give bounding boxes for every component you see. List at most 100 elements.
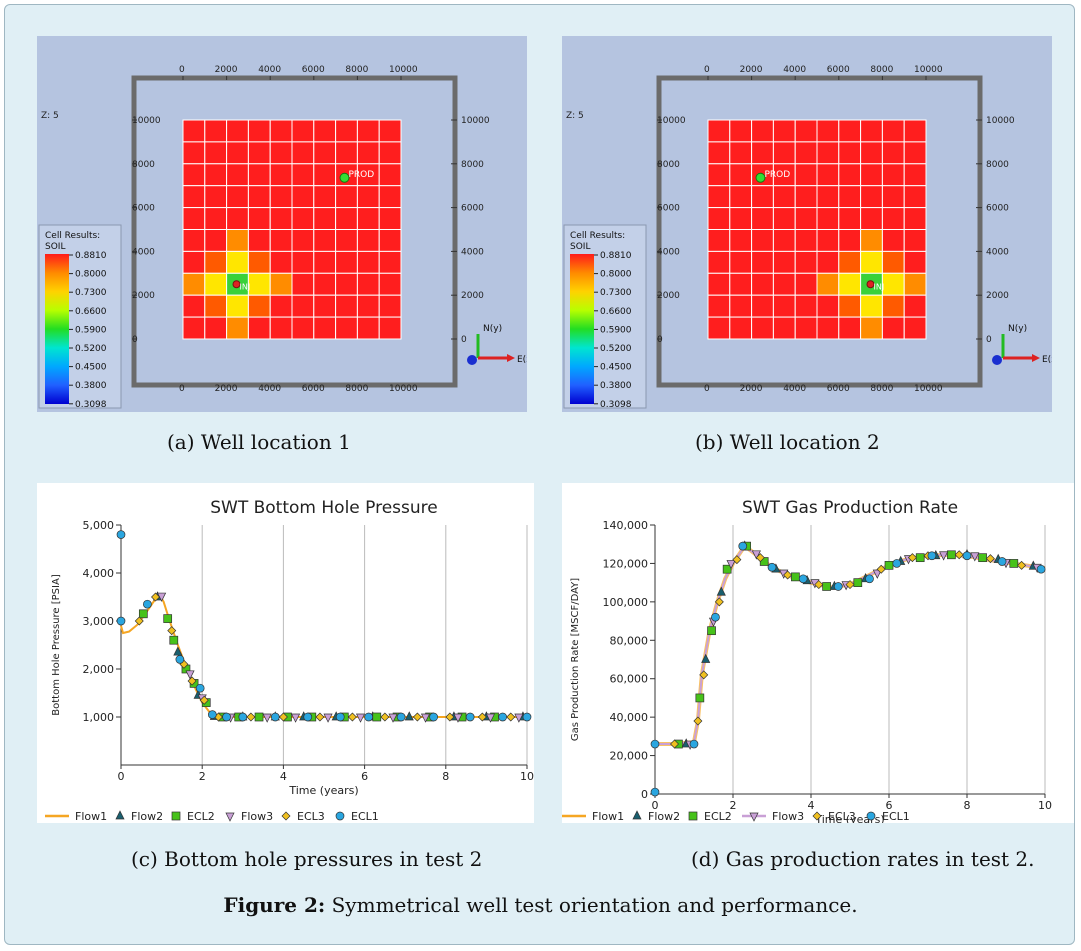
legend-tick-label: 0.7300 <box>600 288 632 298</box>
circle-marker <box>116 616 126 626</box>
grid-cell <box>903 141 927 165</box>
triangle-down-marker <box>939 551 949 561</box>
legend-tick-label: 0.3800 <box>600 381 632 391</box>
grid-cell <box>751 141 774 165</box>
grid-cell <box>881 294 905 318</box>
grid-cell <box>378 272 402 296</box>
y-tick-label: 5,000 <box>83 519 115 532</box>
grid-cell <box>269 185 293 209</box>
grid-cell <box>729 250 753 274</box>
legend-label-ecl3: ECL3 <box>828 810 856 823</box>
grid-cell <box>860 207 883 231</box>
grid-cell <box>204 141 228 165</box>
circle-marker <box>143 599 152 609</box>
square-marker <box>169 635 179 645</box>
legend-tick-label: 0.3098 <box>600 400 632 410</box>
grid-cell <box>772 294 796 318</box>
square-marker <box>884 560 894 570</box>
caption-c: (c) Bottom hole pressures in test 2 <box>131 847 483 871</box>
x-tick-label: 8 <box>442 770 449 783</box>
grid-cell <box>838 294 862 318</box>
grid-cell <box>378 250 402 274</box>
right-tick-label: 0 <box>461 335 467 345</box>
y-tick-label: 4,000 <box>83 567 115 580</box>
grid-cell <box>729 141 753 165</box>
grid-cell <box>291 119 315 143</box>
east-arrow-icon <box>1032 354 1040 362</box>
legend-tick-label: 0.4500 <box>75 363 107 373</box>
grid-cell <box>794 294 818 318</box>
grid-cell <box>356 119 380 143</box>
circle-marker <box>465 712 475 722</box>
diamond-marker <box>985 554 995 564</box>
top-tick-label: 10000 <box>914 65 943 75</box>
square-marker <box>138 609 148 619</box>
grid-svg-b: 0 2000 4000 6000 8000 10000 0 2000 4000 6000 8000 1… <box>562 36 1060 412</box>
grid-cell <box>226 316 249 340</box>
circle-marker <box>962 551 972 561</box>
bottom-tick-label: 2000 <box>215 384 238 394</box>
y-tick-label: 80,000 <box>610 634 649 647</box>
grid-panel-a: 0 2000 4000 6000 8000 10000 0 2000 4000 6000 8000 1… <box>37 36 535 412</box>
grid-cell <box>291 272 315 296</box>
right-tick-label: 6000 <box>461 204 484 214</box>
grid-cell <box>794 185 818 209</box>
grid-cell <box>378 141 402 165</box>
bottom-tick-label: 0 <box>704 384 710 394</box>
diamond-marker <box>954 550 964 560</box>
circle-marker <box>208 710 217 719</box>
legend-label-flow1: Flow1 <box>592 810 624 823</box>
square-marker <box>171 811 181 821</box>
bottom-tick-label: 2000 <box>740 384 763 394</box>
east-axis-label: E(x) <box>1042 355 1052 365</box>
grid-cell <box>729 207 753 231</box>
grid-cell <box>903 272 927 296</box>
legend-tick-label: 0.5900 <box>600 325 632 335</box>
left-tick-label: 2000 <box>657 291 680 301</box>
y-tick-label: 40,000 <box>610 711 649 724</box>
grid-cell <box>247 185 271 209</box>
legend-label-ecl1: ECL1 <box>351 810 379 823</box>
grid-cell <box>269 163 293 187</box>
legend-label-ecl1: ECL1 <box>882 810 910 823</box>
triangle-marker <box>173 646 183 656</box>
diamond-marker <box>845 580 855 590</box>
triangle-marker <box>701 653 711 663</box>
x-tick-label: 4 <box>280 770 287 783</box>
grid-cell <box>313 141 337 165</box>
grid-cell <box>881 250 905 274</box>
grid-cell <box>772 316 796 340</box>
grid-cell <box>707 316 731 340</box>
diamond-marker <box>151 592 161 602</box>
grid-cell <box>269 272 293 296</box>
legend-tick-label: 0.6600 <box>75 307 107 317</box>
x-tick-label: 2 <box>199 770 206 783</box>
triangle-down-marker <box>872 569 882 579</box>
diamond-marker <box>814 580 824 590</box>
grid-cell <box>182 316 206 340</box>
chart-title: SWT Gas Production Rate <box>742 498 958 518</box>
y-tick-label: 120,000 <box>603 557 649 570</box>
grid-cell <box>204 119 228 143</box>
circle-marker <box>892 559 902 568</box>
triangle-down-marker <box>225 812 235 822</box>
chart-svg-d: SWT Gas Production Rate 0 2 4 6 8 10 0 20,000 40,… <box>562 498 1052 826</box>
grid-cell <box>860 250 883 274</box>
grid-cell <box>335 207 358 231</box>
top-tick-label: 0 <box>179 65 185 75</box>
x-tick-label: 0 <box>118 770 125 783</box>
grid-cell <box>729 119 753 143</box>
grid-cell <box>335 185 358 209</box>
square-marker <box>853 578 863 587</box>
grid-cell <box>335 294 358 318</box>
grid-cell <box>247 294 271 318</box>
grid-cell <box>707 294 731 318</box>
producer-well-icon <box>339 172 350 183</box>
legend-colorbar <box>570 254 594 404</box>
grid-cell <box>881 229 905 252</box>
grid-cell <box>204 207 228 231</box>
square-marker <box>947 550 956 560</box>
triangle-down-marker <box>185 670 195 680</box>
grid-cell <box>729 163 753 187</box>
grid-cell <box>751 294 774 318</box>
